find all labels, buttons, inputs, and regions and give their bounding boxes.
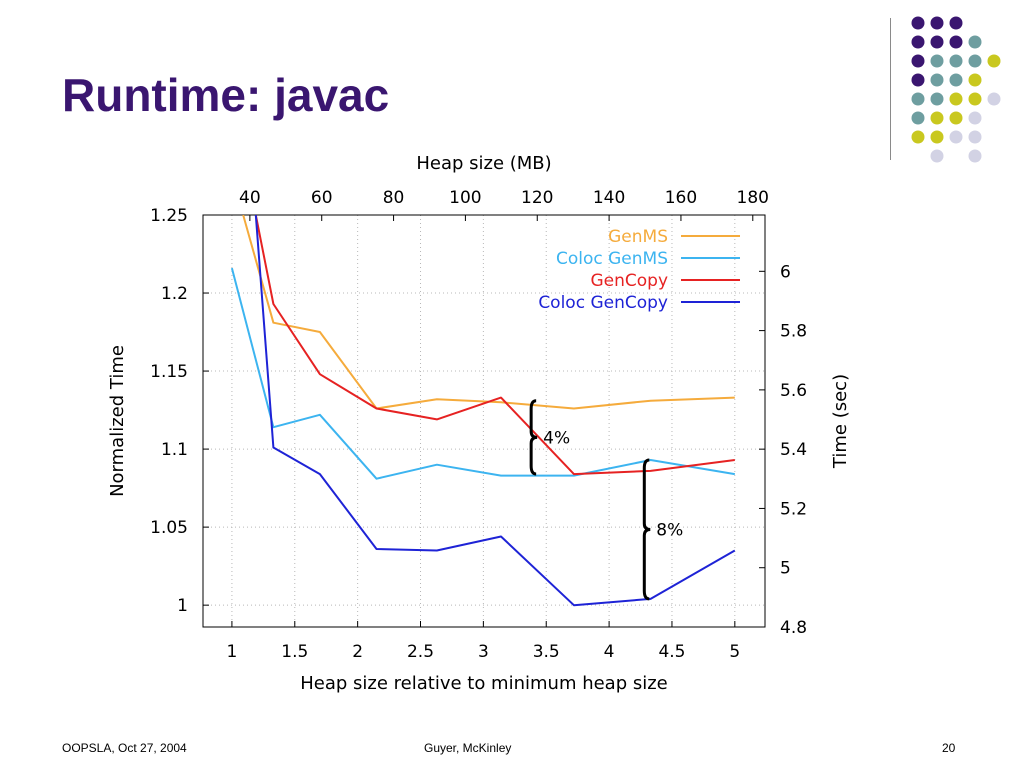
series-line-coloc-genms [230, 267, 735, 480]
annotation-brace [529, 399, 538, 476]
y2-tick-label: 5 [780, 559, 791, 579]
y-tick-label: 1.15 [150, 362, 188, 382]
y2-tick-label: 6 [780, 262, 791, 282]
x2-axis-label: Heap size (MB) [416, 153, 551, 174]
x-tick-label: 1.5 [281, 642, 308, 662]
x-tick-label: 2.5 [407, 642, 434, 662]
annotation-brace [642, 458, 651, 601]
title-divider-line [890, 18, 891, 160]
footer-page-number: 20 [942, 741, 956, 755]
annotation-label: 4% [543, 428, 570, 448]
y-tick-label: 1.1 [161, 440, 188, 460]
x-tick-label: 4.5 [658, 642, 685, 662]
x2-tick-label: 180 [737, 188, 769, 208]
y-tick-label: 1 [177, 596, 188, 616]
y2-tick-label: 5.2 [780, 499, 807, 519]
annotation-label: 8% [656, 520, 683, 540]
x2-tick-label: 80 [383, 188, 405, 208]
series-line-coloc-gencopy [254, 215, 736, 607]
x2-tick-label: 140 [593, 188, 625, 208]
x-tick-label: 5 [729, 642, 740, 662]
x2-tick-label: 100 [449, 188, 481, 208]
x2-tick-label: 60 [311, 188, 333, 208]
footer-event: OOPSLA, Oct 27, 2004 [62, 741, 187, 755]
y-tick-label: 1.05 [150, 518, 188, 538]
y2-tick-label: 5.6 [780, 381, 807, 401]
series-line-gencopy [254, 215, 735, 476]
x2-tick-label: 120 [521, 188, 553, 208]
y-tick-label: 1.25 [150, 206, 188, 226]
series-group [230, 215, 736, 607]
legend-entry-label: Coloc GenMS [556, 249, 668, 269]
legend-entry-label: GenMS [608, 227, 668, 247]
x-tick-label: 3 [478, 642, 489, 662]
x-tick-label: 1 [227, 642, 238, 662]
legend-entry-label: Coloc GenCopy [538, 293, 668, 313]
y-axis-label: Normalized Time [107, 345, 128, 497]
y2-axis-label: Time (sec) [830, 374, 851, 469]
x2-tick-label: 40 [239, 188, 261, 208]
x-tick-label: 2 [352, 642, 363, 662]
slide-title: Runtime: javac [62, 69, 390, 121]
y2-tick-label: 5.8 [780, 322, 807, 342]
x-axis-label: Heap size relative to minimum heap size [300, 673, 668, 694]
x2-tick-label: 160 [665, 188, 697, 208]
y2-tick-label: 5.4 [780, 440, 807, 460]
plot-frame [202, 214, 766, 628]
footer-authors: Guyer, McKinley [424, 741, 512, 755]
y2-tick-label: 4.8 [780, 618, 807, 638]
y-tick-label: 1.2 [161, 284, 188, 304]
legend-entry-label: GenCopy [590, 271, 668, 291]
x-tick-label: 4 [604, 642, 615, 662]
x-tick-label: 3.5 [533, 642, 560, 662]
